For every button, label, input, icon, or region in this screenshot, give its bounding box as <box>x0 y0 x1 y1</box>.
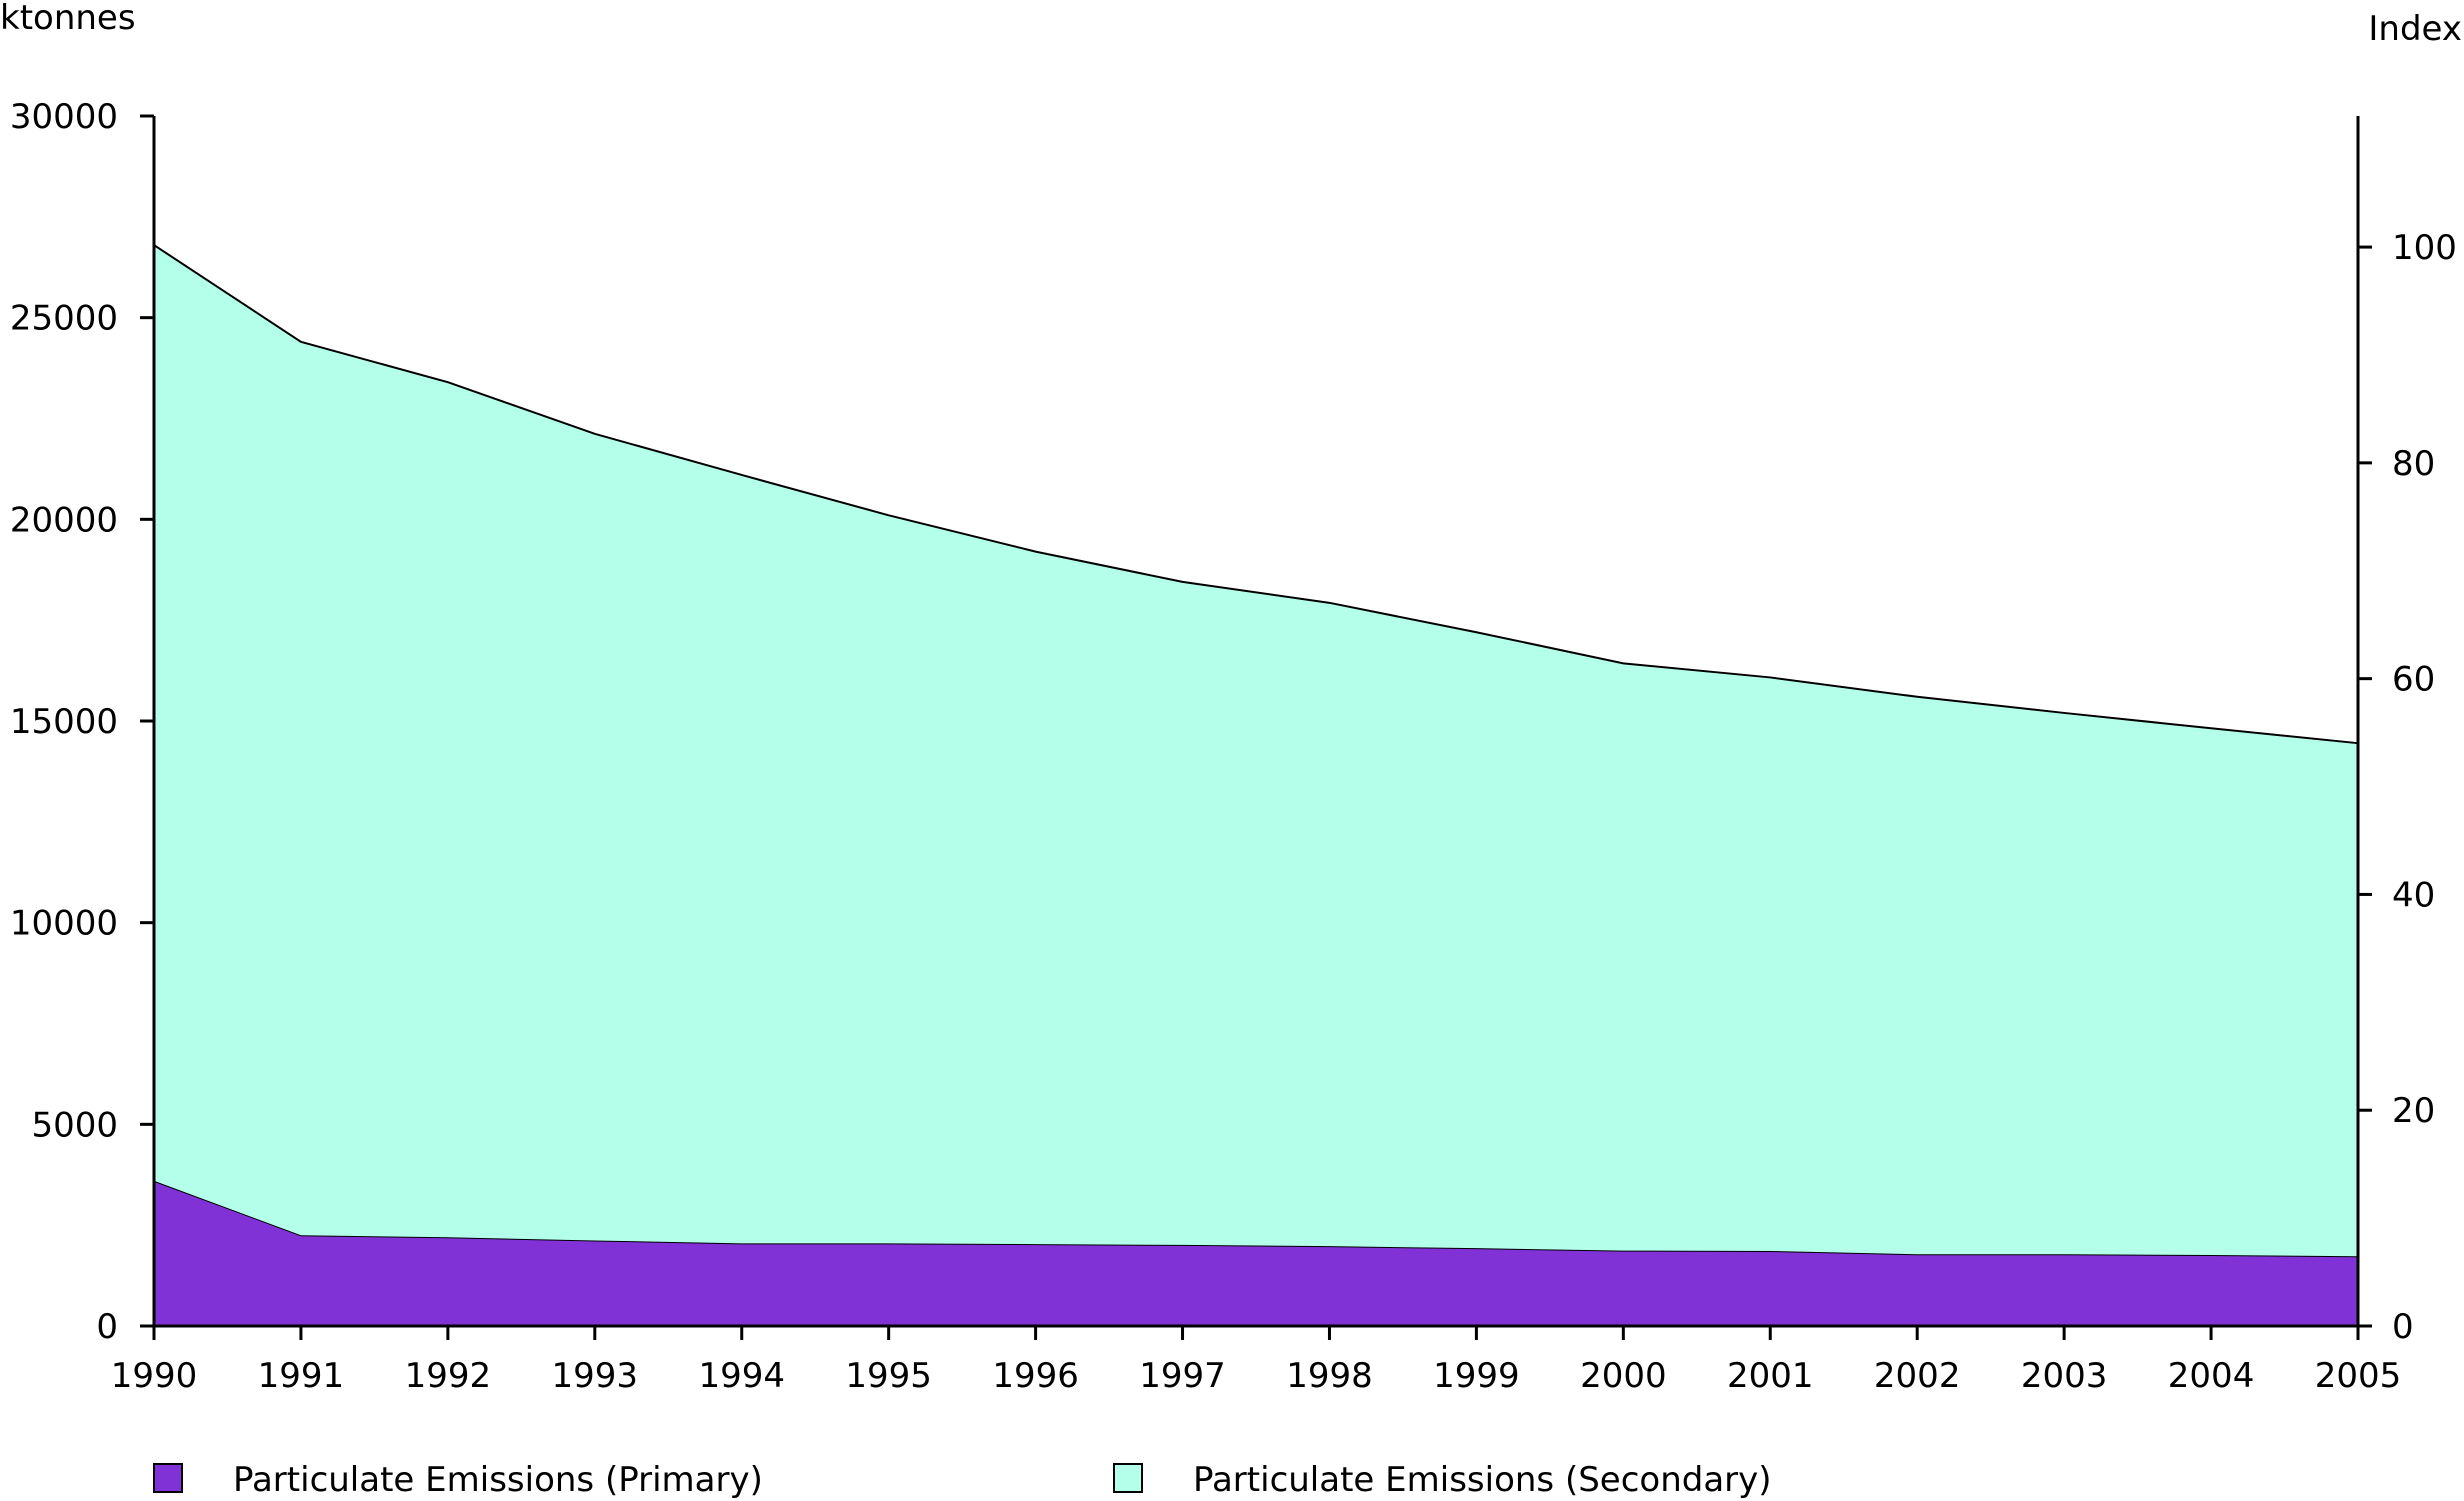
legend-label-1: Particulate Emissions (Primary) <box>233 1460 763 1500</box>
x-tick-label: 1999 <box>1433 1356 1520 1396</box>
x-tick-label: 1992 <box>405 1356 492 1396</box>
left-tick-label: 5000 <box>31 1105 118 1145</box>
x-tick-label: 1997 <box>1139 1356 1226 1396</box>
x-tick-label: 2002 <box>1874 1356 1961 1396</box>
x-tick-label: 2005 <box>2315 1356 2402 1396</box>
left-tick-label: 15000 <box>10 702 118 742</box>
left-tick-label: 25000 <box>10 299 118 339</box>
right-tick-label: 0 <box>2392 1307 2414 1347</box>
area-series-2 <box>154 245 2358 1257</box>
x-tick-label: 1996 <box>992 1356 1079 1396</box>
right-axis-ticks: 0 20 40 60 80 100 <box>2358 228 2457 1347</box>
x-tick-label: 1995 <box>845 1356 932 1396</box>
x-tick-label: 1991 <box>258 1356 345 1396</box>
x-tick-label: 1990 <box>111 1356 198 1396</box>
left-axis-ticks: 0 5000 10000 15000 20000 25000 30000 <box>10 97 154 1347</box>
legend-label-2: Particulate Emissions (Secondary) <box>1193 1460 1772 1500</box>
area-layer <box>153 244 2359 1326</box>
x-tick-label: 2001 <box>1727 1356 1814 1396</box>
legend-swatch-1 <box>153 1463 183 1493</box>
area-outline-2 <box>153 244 2359 745</box>
legend-swatch-2 <box>1113 1463 1143 1493</box>
x-tick-label: 1993 <box>552 1356 639 1396</box>
x-tick-label: 1998 <box>1286 1356 1373 1396</box>
right-tick-label: 100 <box>2392 228 2457 268</box>
x-axis-ticks: 1990 1991 1992 1993 1994 1995 1996 1997 1998 1999… <box>111 1326 2402 1396</box>
x-tick-label: 2003 <box>2021 1356 2108 1396</box>
right-tick-label: 20 <box>2392 1091 2435 1131</box>
area-series-1 <box>154 1180 2358 1326</box>
right-tick-label: 60 <box>2392 660 2435 700</box>
x-tick-label: 2000 <box>1580 1356 1667 1396</box>
left-tick-label: 10000 <box>10 904 118 944</box>
x-tick-label: 2004 <box>2168 1356 2255 1396</box>
right-tick-label: 80 <box>2392 444 2435 484</box>
x-tick-label: 1994 <box>698 1356 785 1396</box>
left-axis-label: ktonnes <box>0 0 136 38</box>
right-axis-label: Index <box>2368 9 2462 49</box>
left-tick-label: 0 <box>96 1307 118 1347</box>
left-tick-label: 30000 <box>10 97 118 137</box>
legend: Particulate Emissions (Primary) Particula… <box>153 1460 1772 1500</box>
right-tick-label: 40 <box>2392 875 2435 915</box>
left-tick-label: 20000 <box>10 500 118 540</box>
